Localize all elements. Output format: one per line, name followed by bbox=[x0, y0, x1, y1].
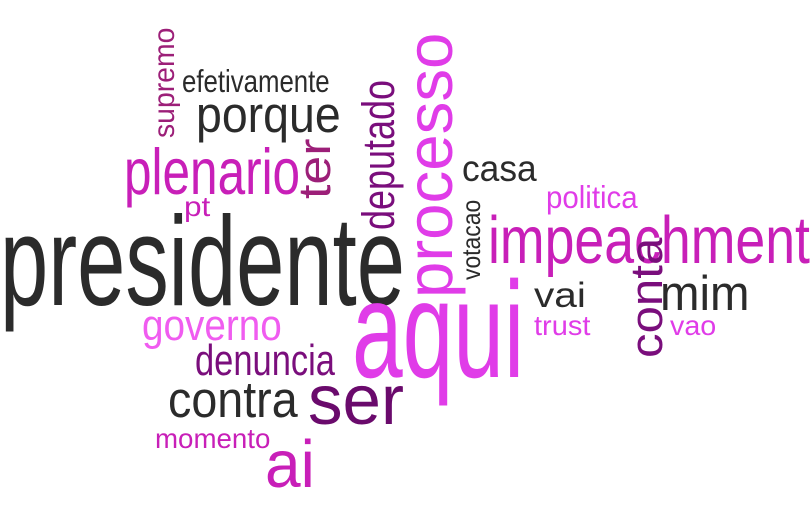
word-efetivamente: efetivamente bbox=[182, 64, 330, 99]
word-processo: processo bbox=[393, 32, 466, 298]
word-denuncia: denuncia bbox=[195, 337, 335, 385]
word-vai: vai bbox=[534, 276, 586, 315]
word-ter: ter bbox=[289, 138, 340, 199]
word-ser: ser bbox=[308, 360, 405, 439]
word-porque: porque bbox=[196, 86, 341, 143]
word-impeachment: impeachment bbox=[488, 204, 810, 278]
word-ai: ai bbox=[265, 428, 315, 502]
word-momento: momento bbox=[155, 423, 271, 454]
word-votacao: votacao bbox=[458, 199, 486, 280]
word-mim: mim bbox=[660, 267, 750, 321]
word-aqui: aqui bbox=[352, 254, 525, 407]
word-vao: vao bbox=[670, 310, 717, 341]
word-deputado: deputado bbox=[353, 79, 404, 230]
word-governo: governo bbox=[142, 302, 282, 350]
word-trust: trust bbox=[534, 310, 591, 341]
word-politica: politica bbox=[546, 180, 638, 215]
word-supremo: supremo bbox=[148, 27, 181, 139]
word-conta: conta bbox=[621, 237, 672, 358]
word-pt: pt bbox=[184, 191, 211, 222]
word-plenario: plenario bbox=[124, 135, 301, 208]
word-casa: casa bbox=[462, 147, 537, 189]
word-contra: contra bbox=[168, 371, 298, 428]
word-presidente: presidente bbox=[0, 190, 405, 332]
